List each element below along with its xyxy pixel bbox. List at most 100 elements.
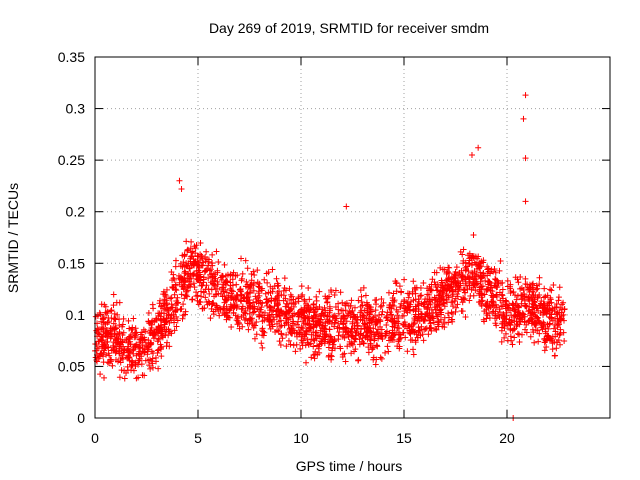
data-point <box>522 198 529 205</box>
data-point <box>301 298 308 305</box>
data-point <box>483 285 490 292</box>
data-point <box>470 284 477 291</box>
data-point <box>547 286 554 293</box>
data-point <box>259 344 266 351</box>
data-point <box>532 322 539 329</box>
data-point <box>417 293 424 300</box>
data-point <box>211 273 218 280</box>
data-point <box>364 305 371 312</box>
data-point <box>135 374 142 381</box>
data-point <box>111 315 118 322</box>
data-point <box>255 288 262 295</box>
data-point <box>125 353 132 360</box>
data-point <box>461 286 468 293</box>
data-point <box>349 314 356 321</box>
data-point <box>337 289 344 296</box>
data-point <box>280 297 287 304</box>
data-point <box>387 309 394 316</box>
data-point <box>92 313 99 320</box>
data-point <box>540 319 547 326</box>
data-point <box>437 282 444 289</box>
data-point <box>168 294 175 301</box>
data-point <box>505 319 512 326</box>
data-point <box>559 306 566 313</box>
data-point <box>370 325 377 332</box>
data-point <box>179 283 186 290</box>
data-point <box>263 296 270 303</box>
data-point <box>163 286 170 293</box>
data-point <box>290 322 297 329</box>
data-point <box>353 319 360 326</box>
data-point <box>519 295 526 302</box>
data-point <box>358 326 365 333</box>
data-point <box>554 331 561 338</box>
data-point <box>427 320 434 327</box>
data-point <box>207 315 214 322</box>
data-point <box>161 291 168 298</box>
data-point <box>438 306 445 313</box>
data-point <box>281 285 288 292</box>
data-point <box>551 304 558 311</box>
data-point <box>223 309 230 316</box>
data-point <box>93 347 100 354</box>
data-point <box>220 273 227 280</box>
data-point <box>420 280 427 287</box>
data-point <box>492 320 499 327</box>
data-point <box>428 306 435 313</box>
data-point <box>330 341 337 348</box>
data-point <box>192 250 199 257</box>
data-point <box>304 327 311 334</box>
data-point <box>107 307 114 314</box>
data-point <box>514 330 521 337</box>
data-point <box>401 296 408 303</box>
data-point <box>504 277 511 284</box>
data-point <box>326 333 333 340</box>
data-point <box>197 251 204 258</box>
data-point <box>199 305 206 312</box>
data-point <box>332 304 339 311</box>
data-point <box>307 325 314 332</box>
data-point <box>248 270 255 277</box>
data-point <box>172 257 179 264</box>
data-point <box>346 338 353 345</box>
data-point <box>313 311 320 318</box>
data-point <box>310 343 317 350</box>
data-point <box>378 326 385 333</box>
data-point <box>244 281 251 288</box>
data-point <box>254 279 261 286</box>
data-point <box>273 275 280 282</box>
data-point <box>407 298 414 305</box>
data-point <box>550 325 557 332</box>
data-point <box>202 254 209 261</box>
data-point <box>246 316 253 323</box>
data-point <box>107 328 114 335</box>
data-point <box>314 305 321 312</box>
data-point <box>384 317 391 324</box>
data-point <box>147 365 154 372</box>
y-tick-label: 0.2 <box>66 204 86 220</box>
data-point <box>205 256 212 263</box>
data-point <box>460 246 467 253</box>
data-point <box>278 307 285 314</box>
data-point <box>557 341 563 348</box>
y-tick-label: 0.15 <box>58 255 85 271</box>
data-point <box>272 295 279 302</box>
data-point <box>302 315 309 322</box>
data-point <box>342 307 349 314</box>
data-point <box>421 299 428 306</box>
data-point <box>439 300 446 307</box>
data-point <box>445 319 452 326</box>
data-point <box>459 272 466 279</box>
data-point <box>161 326 168 333</box>
data-point <box>362 292 369 299</box>
data-point <box>499 286 506 293</box>
data-point <box>549 305 556 312</box>
data-point <box>452 308 459 315</box>
data-point <box>293 341 300 348</box>
data-point <box>263 270 270 277</box>
data-point <box>193 275 200 282</box>
data-point <box>181 263 188 270</box>
data-point <box>251 335 258 342</box>
data-point <box>383 313 390 320</box>
data-point <box>395 314 402 321</box>
